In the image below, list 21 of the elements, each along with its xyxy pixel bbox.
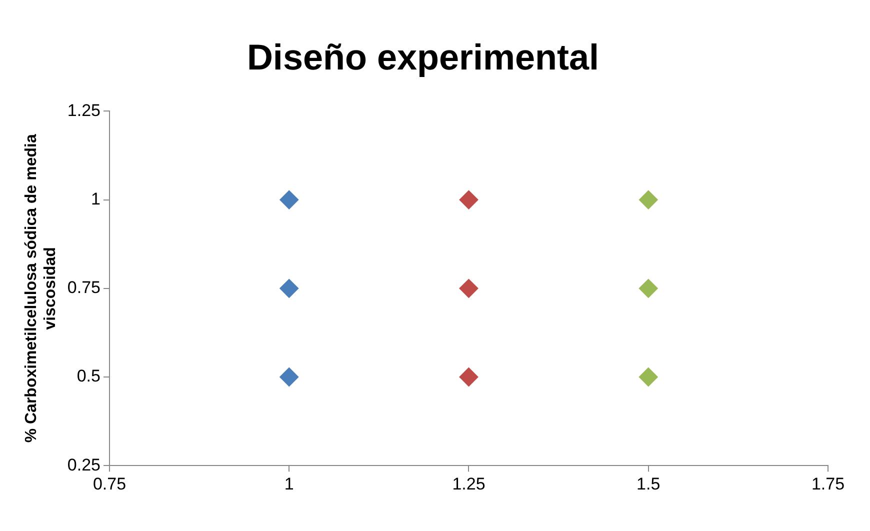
point	[638, 190, 658, 210]
chart-title: Diseño experimental	[246, 36, 600, 78]
point	[280, 190, 299, 210]
point	[459, 278, 478, 298]
y-tick-label: 1.25	[67, 100, 100, 120]
x-tick-label: 1.75	[811, 474, 845, 494]
y-tick-label: 1	[91, 189, 100, 208]
y-tick-label: 0.5	[76, 366, 100, 386]
x-tick-label: 1.5	[636, 474, 660, 494]
x-tick-label: 0.75	[92, 474, 126, 494]
y-tick-label: 0.25	[67, 455, 100, 474]
point	[280, 278, 299, 298]
y-axis-title: % Carboximetilcelulosa sódica de media viscosidad	[23, 134, 60, 443]
y-tick-label: 0.75	[67, 278, 100, 298]
x-tick-label: 1.25	[452, 474, 486, 494]
point	[459, 190, 478, 210]
point	[459, 368, 478, 386]
point	[638, 368, 658, 386]
point	[280, 368, 299, 386]
x-tick-label: 1	[284, 474, 294, 494]
point	[638, 278, 658, 298]
